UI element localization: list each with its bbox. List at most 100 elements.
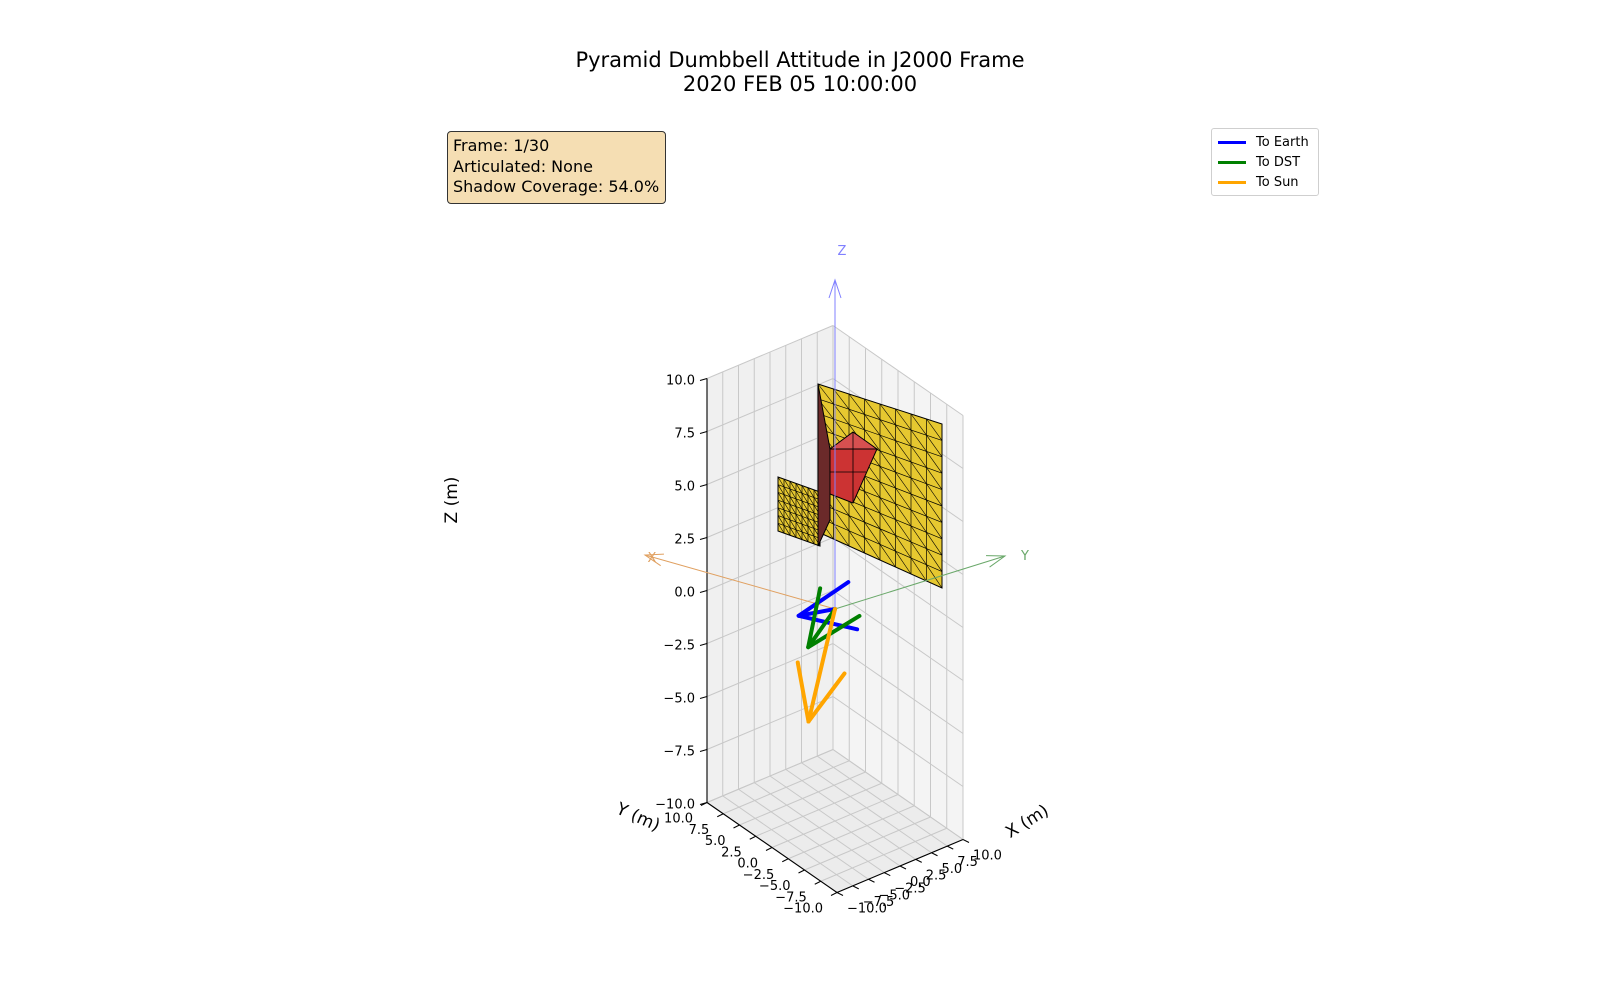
y-tick-label: 2.5 [721,845,742,860]
x-tick-label: 10.0 [973,849,1002,864]
mesh-line [926,418,943,441]
mesh-line [777,507,785,518]
x-tick-mark [915,858,922,863]
grid-line [706,325,834,379]
mesh-line [783,502,791,513]
tick-labels: 10.010.0−10.07.57.5−7.55.05.0−5.02.52.5−… [655,374,1002,917]
mesh-line [895,472,912,495]
mesh-line [879,450,896,473]
vector-head [796,580,860,632]
mesh-line [783,494,791,505]
x-tick-mark [836,892,844,896]
mesh-line [864,398,881,420]
mesh-line [864,475,881,498]
mesh-line [895,535,912,559]
mesh-line [795,529,803,540]
direction-vectors [795,580,862,724]
grid-line [832,325,964,416]
legend-line-dst [1218,160,1246,164]
mesh-line [801,500,809,512]
articulated-status: Articulated: None [453,156,593,176]
body-axis-x [644,554,836,610]
mesh-line [833,493,850,516]
mesh-line [833,508,850,531]
y-tick-mark [814,880,821,885]
mesh-line [926,516,943,539]
mesh-line [864,429,881,451]
mesh-line [926,451,943,474]
mesh-line [910,557,927,582]
x-tick-label: 5.0 [942,862,963,877]
mesh-line [777,484,821,501]
y-tick-label: −2.5 [743,868,775,883]
mesh-line [795,483,803,494]
mesh-line [895,408,912,431]
mesh-line [833,403,850,425]
mesh-line [926,499,943,523]
mesh-line [879,513,896,536]
mesh-line [801,523,809,535]
z-tick-label: −2.5 [663,639,695,654]
mesh-line [864,491,881,514]
mesh-line [777,507,821,524]
mesh-line [801,493,809,504]
mesh-line [910,541,927,565]
mesh-line [801,508,809,519]
mesh-line [910,429,927,452]
mesh-line [895,440,912,463]
mesh-line [895,551,912,575]
z-tick-label: 2.5 [674,533,695,548]
z-tick-mark [699,484,708,487]
mesh-line [777,499,821,516]
mesh-line [895,487,912,511]
mesh-line [807,526,815,537]
mesh-line [801,516,809,527]
mesh-line [795,498,803,509]
body-axis-label: Y [1020,549,1029,564]
y-tick-mark [798,869,805,874]
mesh-line [777,515,821,531]
z-tick-mark [699,802,708,805]
grid-line [753,782,885,874]
mesh-line [801,485,809,496]
z-tick-mark [699,643,708,646]
frame-counter: Frame: 1/30 [453,136,550,155]
core-side [817,383,831,547]
mesh-line [848,515,865,538]
legend-item-earth: To Earth [1218,133,1309,151]
body-axes: Z Y X [643,244,1029,610]
mesh-line [795,490,803,502]
z-tick-mark [699,749,708,752]
z-tick-label: 10.0 [666,374,695,389]
body-axis-label: X [648,551,657,566]
x-tick-label: 2.5 [926,868,947,883]
z-tick-mark [699,696,708,699]
mesh-line [833,523,850,547]
mesh-line [864,414,881,436]
x-tick-mark [884,872,891,877]
grid-line [820,827,947,882]
x-tick-label: 0.0 [910,875,931,890]
vector-head [806,586,862,650]
mesh-line [789,527,797,538]
grid-line [722,795,854,887]
mesh-line [789,519,797,530]
z-tick-label: 7.5 [674,427,695,442]
grid-line [788,805,915,860]
mesh-line [910,509,927,533]
mesh-line [807,518,815,529]
vector-to-sun [806,607,837,724]
mesh-line [926,483,943,507]
mesh-line [789,488,797,500]
mesh-line [864,537,881,561]
mesh-line [879,435,896,457]
z-axis-label: Z (m) [442,477,462,524]
mesh-line [833,388,850,410]
z-tick-mark [699,431,708,434]
core-face [828,431,879,450]
mesh-line [926,532,943,556]
mesh-line [926,435,943,457]
mesh-line [807,487,815,498]
legend-line-earth [1218,140,1246,144]
